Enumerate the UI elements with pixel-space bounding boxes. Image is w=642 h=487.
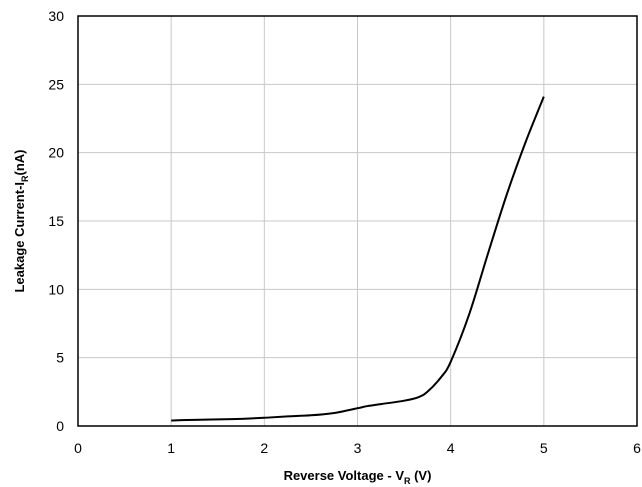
- x-tick-label: 4: [447, 440, 455, 456]
- y-tick-label: 5: [56, 350, 64, 366]
- plot-frame: [77, 15, 638, 427]
- y-axis-title-subscript: R: [20, 175, 30, 182]
- x-tick-label: 1: [167, 440, 175, 456]
- y-tick-label: 10: [48, 281, 64, 297]
- y-tick-label: 25: [48, 76, 64, 92]
- x-axis-title-subscript: R: [404, 476, 411, 486]
- x-tick-label: 0: [74, 440, 82, 456]
- x-tick-label: 6: [633, 440, 641, 456]
- x-tick-label: 2: [260, 440, 268, 456]
- y-tick-label: 0: [56, 418, 64, 434]
- x-axis-title: Reverse Voltage - VR (V): [284, 468, 432, 486]
- x-tick-label: 3: [354, 440, 362, 456]
- y-tick-label: 30: [48, 8, 64, 24]
- x-axis-title-text: Reverse Voltage - V: [284, 468, 405, 483]
- y-tick-label: 20: [48, 145, 64, 161]
- leakage-current-line: [171, 96, 545, 422]
- y-tick-label: 15: [48, 213, 64, 229]
- series-layer: [171, 96, 545, 422]
- x-tick-label: 5: [540, 440, 548, 456]
- x-axis-title-unit: (V): [410, 468, 431, 483]
- y-axis-title-unit: (nA): [12, 149, 27, 175]
- y-axis-title-text: Leakage Current-I: [12, 182, 27, 293]
- y-axis-title: Leakage Current-IR(nA): [12, 149, 30, 292]
- x-tick-labels: 0 1 2 3 4 5 6: [74, 440, 641, 456]
- y-tick-labels: 0 5 10 15 20 25 30: [48, 8, 64, 434]
- gridlines: [78, 16, 637, 426]
